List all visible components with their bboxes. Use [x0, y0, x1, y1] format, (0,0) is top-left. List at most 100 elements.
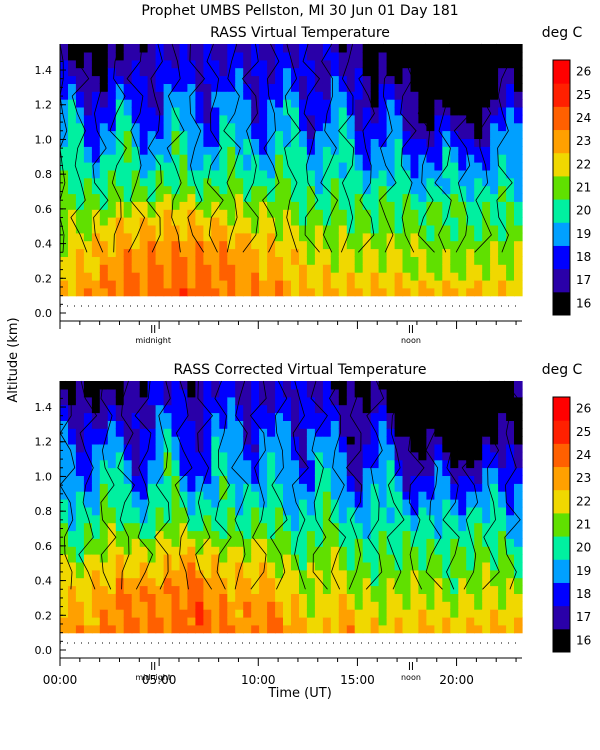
colorbar-tick-label: 22	[576, 157, 591, 171]
contour-line	[453, 43, 472, 253]
heatmap-cell	[410, 561, 420, 571]
heatmap-cell	[346, 114, 356, 124]
heatmap-cell	[179, 522, 189, 532]
heatmap-cell	[450, 248, 459, 257]
heatmap-cell	[267, 59, 276, 69]
heatmap-cell	[346, 522, 356, 532]
colorbar-swatch	[553, 83, 570, 107]
heatmap-cell	[91, 75, 101, 84]
heatmap-cell	[227, 601, 236, 610]
heatmap-cell	[442, 616, 451, 626]
heatmap-cell	[426, 193, 435, 202]
heatmap-cell	[107, 279, 117, 289]
colorbar-swatch	[553, 489, 570, 514]
heatmap-cell	[498, 75, 507, 84]
heatmap-cell	[195, 44, 204, 53]
heatmap-cell	[83, 381, 93, 390]
heatmap-cell	[466, 491, 475, 500]
heatmap-cell	[275, 130, 284, 139]
heatmap-cell	[139, 561, 149, 571]
heatmap-cell	[155, 396, 165, 406]
heatmap-cell	[139, 287, 149, 297]
heatmap-cell	[330, 475, 340, 484]
heatmap-cell	[219, 67, 228, 77]
heatmap-cell	[219, 99, 228, 108]
heatmap-cell	[306, 436, 316, 445]
heatmap-cell	[354, 609, 364, 618]
heatmap-cell	[203, 475, 212, 484]
heatmap-cell	[410, 451, 420, 461]
contour-line	[269, 380, 288, 590]
heatmap-cell	[418, 459, 427, 469]
heatmap-cell	[418, 428, 427, 437]
heatmap-cell	[466, 75, 475, 84]
heatmap-cell	[314, 248, 324, 257]
heatmap-cell	[235, 130, 244, 139]
heatmap-cell	[131, 577, 141, 587]
heatmap-cell	[155, 436, 165, 445]
heatmap-cell	[203, 388, 212, 398]
heatmap-cell	[394, 201, 404, 210]
heatmap-cell	[458, 114, 467, 124]
heatmap-cell	[235, 467, 244, 476]
heatmap-cell	[490, 459, 499, 469]
heatmap-cell	[410, 114, 420, 124]
heatmap-cell	[426, 585, 435, 594]
heatmap-cell	[474, 601, 483, 610]
heatmap-cell	[362, 388, 372, 398]
heatmap-cell	[434, 530, 443, 539]
heatmap-cell	[291, 264, 300, 273]
heatmap-cell	[123, 412, 133, 421]
heatmap-cell	[99, 185, 109, 195]
heatmap-cell	[330, 177, 340, 187]
heatmap-cell	[322, 122, 332, 132]
heatmap-cell	[83, 154, 93, 163]
heatmap-cell	[346, 162, 356, 171]
heatmap-cell	[442, 459, 451, 469]
heatmap-cell	[362, 224, 372, 234]
heatmap-cell	[506, 122, 515, 132]
heatmap-cell	[275, 593, 284, 602]
heatmap-cell	[283, 467, 292, 476]
heatmap-cell	[123, 624, 133, 634]
heatmap-cell	[195, 240, 204, 250]
heatmap-cell	[506, 209, 515, 218]
heatmap-cell	[322, 264, 332, 273]
heatmap-cell	[179, 451, 189, 461]
heatmap-cell	[123, 91, 133, 100]
heatmap-cell	[68, 154, 77, 163]
heatmap-cell	[131, 436, 141, 445]
heatmap-cell	[354, 506, 364, 516]
heatmap-cell	[259, 506, 268, 516]
heatmap-cell	[259, 177, 268, 187]
heatmap-cell	[243, 514, 252, 524]
heatmap-cell	[235, 122, 244, 132]
heatmap-cell	[299, 624, 308, 634]
heatmap-cell	[466, 248, 475, 257]
heatmap-cell	[490, 240, 499, 250]
heatmap-cell	[275, 272, 284, 281]
heatmap-cell	[139, 279, 149, 289]
heatmap-cell	[346, 577, 356, 587]
heatmap-cell	[235, 561, 244, 571]
heatmap-cell	[418, 609, 427, 618]
heatmap-cell	[482, 451, 491, 461]
heatmap-cell	[442, 209, 451, 218]
heatmap-cell	[107, 420, 117, 429]
heatmap-cell	[442, 122, 451, 132]
heatmap-cell	[514, 499, 523, 508]
heatmap-cell	[482, 146, 491, 155]
heatmap-cell	[466, 287, 475, 297]
heatmap-cell	[291, 106, 300, 116]
heatmap-cell	[259, 169, 268, 179]
heatmap-cell	[243, 577, 252, 587]
heatmap-cell	[115, 67, 125, 77]
heatmap-cell	[498, 138, 507, 147]
heatmap-cell	[362, 122, 372, 132]
heatmap-cell	[362, 396, 372, 406]
heatmap-cell	[251, 577, 260, 587]
heatmap-cell	[107, 44, 117, 53]
heatmap-cell	[514, 279, 523, 289]
heatmap-cell	[291, 130, 300, 139]
heatmap-cell	[322, 75, 332, 84]
